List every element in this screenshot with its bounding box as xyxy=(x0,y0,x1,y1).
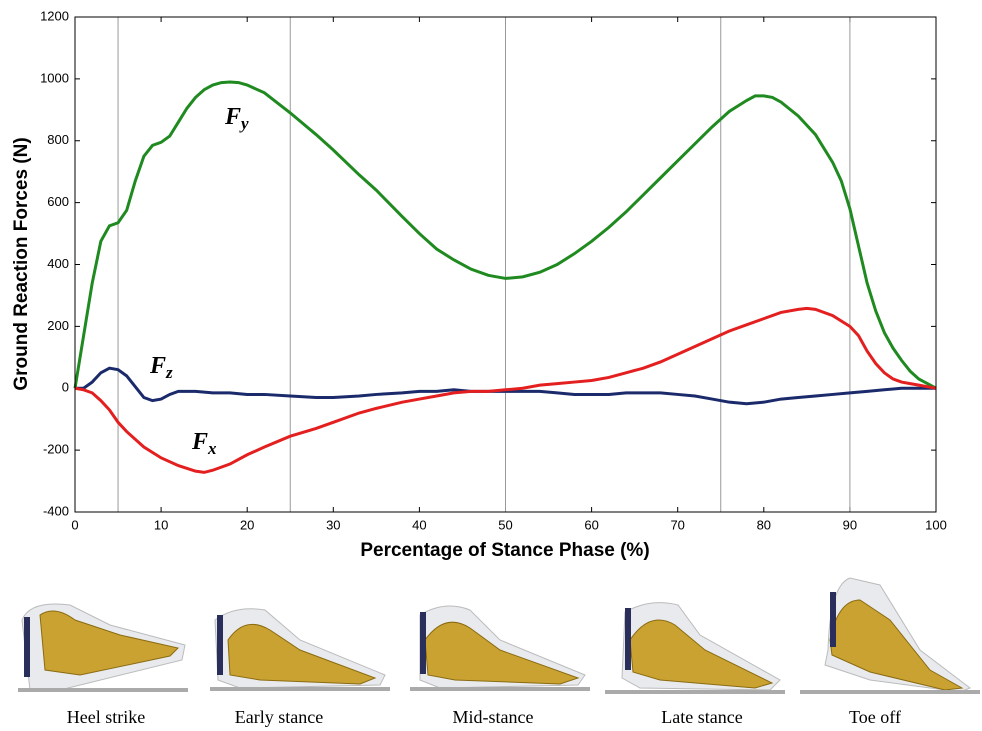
series-label-main: F xyxy=(224,104,241,130)
series-line xyxy=(73,80,937,390)
stage-caption: Heel strike xyxy=(67,707,145,727)
series-label-main: F xyxy=(149,353,166,379)
foot-mid-stance xyxy=(410,605,590,691)
x-tick-label: 70 xyxy=(670,517,684,532)
x-tick-label: 20 xyxy=(240,517,254,532)
series-label-main: F xyxy=(191,429,208,455)
series-label: Fy xyxy=(224,104,249,133)
plot-frame xyxy=(74,16,937,513)
x-tick-label: 80 xyxy=(757,517,771,532)
y-tick-label: 0 xyxy=(62,380,69,395)
y-tick-label: -200 xyxy=(43,442,69,457)
x-axis-title: Percentage of Stance Phase (%) xyxy=(360,540,649,561)
y-tick-label: 600 xyxy=(47,194,69,209)
y-tick-label: 800 xyxy=(47,132,69,147)
series-label: Fz xyxy=(149,353,173,382)
y-axis-title: Ground Reaction Forces (N) xyxy=(11,137,32,390)
series-line xyxy=(74,306,937,474)
series-label: Fx xyxy=(191,429,217,458)
x-tick-label: 60 xyxy=(584,517,598,532)
foot-early-stance xyxy=(210,608,390,691)
y-tick-label: -400 xyxy=(43,503,69,518)
stage-caption: Toe off xyxy=(849,707,901,727)
y-tick-label: 1000 xyxy=(40,70,69,85)
x-tick-label: 0 xyxy=(71,517,78,532)
series-label-sub: y xyxy=(239,114,249,133)
x-tick-label: 10 xyxy=(154,517,168,532)
foot-late-stance xyxy=(605,602,785,694)
foot-illustrations xyxy=(18,577,980,694)
x-tick-label: 50 xyxy=(498,517,512,532)
foot-heel-strike xyxy=(18,603,188,692)
y-tick-label: 1200 xyxy=(40,8,69,23)
x-tick-label: 40 xyxy=(412,517,426,532)
stage-caption: Early stance xyxy=(235,707,323,727)
x-tick-label: 90 xyxy=(843,517,857,532)
stage-caption: Mid-stance xyxy=(453,707,534,727)
y-tick-label: 400 xyxy=(47,256,69,271)
series-label-sub: z xyxy=(165,363,173,382)
foot-toe-off xyxy=(800,577,980,694)
x-tick-label: 100 xyxy=(925,517,947,532)
x-tick-label: 30 xyxy=(326,517,340,532)
series-label-sub: x xyxy=(207,439,217,458)
stage-caption: Late stance xyxy=(661,707,742,727)
y-tick-label: 200 xyxy=(47,318,69,333)
